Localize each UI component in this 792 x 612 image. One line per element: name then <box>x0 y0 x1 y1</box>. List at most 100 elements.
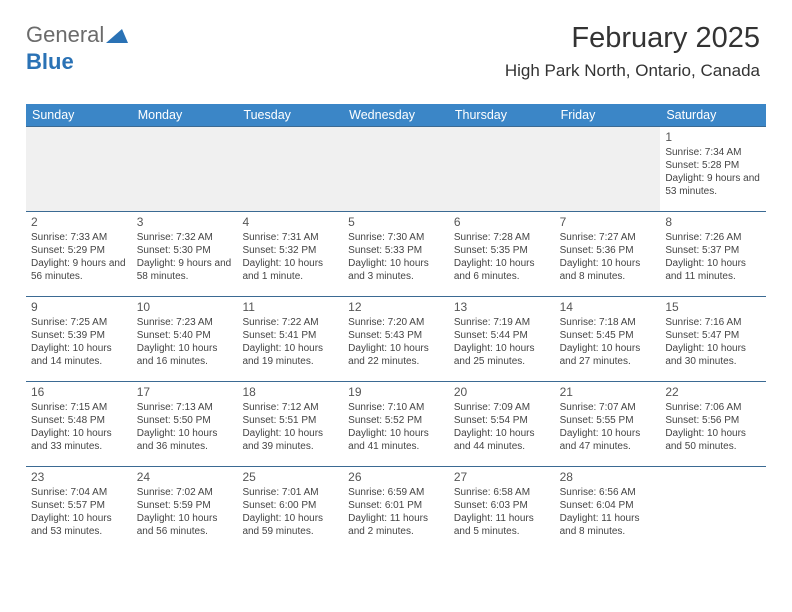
daylight-line: Daylight: 9 hours and 56 minutes. <box>31 258 127 284</box>
day-number: 21 <box>560 385 656 400</box>
sunset-line: Sunset: 5:37 PM <box>665 245 761 258</box>
day-header: Thursday <box>449 104 555 126</box>
sunrise-line: Sunrise: 7:25 AM <box>31 317 127 330</box>
daylight-line: Daylight: 10 hours and 50 minutes. <box>665 428 761 454</box>
week-row: 1 Sunrise: 7:34 AMSunset: 5:28 PMDaylight… <box>26 126 766 211</box>
daylight-line: Daylight: 10 hours and 14 minutes. <box>31 343 127 369</box>
day-number: 23 <box>31 470 127 485</box>
day-number: 15 <box>665 300 761 315</box>
daylight-line: Daylight: 9 hours and 58 minutes. <box>137 258 233 284</box>
day-number: 20 <box>454 385 550 400</box>
day-cell: 12Sunrise: 7:20 AMSunset: 5:43 PMDayligh… <box>343 297 449 381</box>
sunrise-line: Sunrise: 7:27 AM <box>560 232 656 245</box>
sunset-line: Sunset: 5:36 PM <box>560 245 656 258</box>
daylight-line: Daylight: 11 hours and 2 minutes. <box>348 513 444 539</box>
daylight-line: Daylight: 10 hours and 39 minutes. <box>242 428 338 454</box>
week-row: 23 Sunrise: 7:04 AMSunset: 5:57 PM Dayligh… <box>26 466 766 551</box>
sunrise-line: Sunrise: 7:33 AM <box>31 232 127 245</box>
sunrise-line: Sunrise: 6:56 AM <box>560 487 656 500</box>
day-cell: 8Sunrise: 7:26 AMSunset: 5:37 PMDaylight… <box>660 212 766 296</box>
daylight-line: Daylight: 10 hours and 30 minutes. <box>665 343 761 369</box>
day-header: Friday <box>555 104 661 126</box>
day-number: 10 <box>137 300 233 315</box>
sunset-line: Sunset: 5:44 PM <box>454 330 550 343</box>
daylight-line: Daylight: 10 hours and 25 minutes. <box>454 343 550 369</box>
sunset-line: Sunset: 5:57 PM <box>31 500 127 513</box>
sunrise-line: Sunrise: 7:04 AM <box>31 487 127 500</box>
day-cell: 10Sunrise: 7:23 AMSunset: 5:40 PMDayligh… <box>132 297 238 381</box>
day-number: 2 <box>31 215 127 230</box>
day-cell: 1 Sunrise: 7:34 AMSunset: 5:28 PMDaylight… <box>660 127 766 211</box>
day-number: 28 <box>560 470 656 485</box>
daylight-line: Daylight: 10 hours and 19 minutes. <box>242 343 338 369</box>
sunrise-line: Sunrise: 7:22 AM <box>242 317 338 330</box>
sunset-line: Sunset: 5:29 PM <box>31 245 127 258</box>
daylight-line: Daylight: 10 hours and 47 minutes. <box>560 428 656 454</box>
sunrise-line: Sunrise: 7:34 AM <box>665 147 761 160</box>
day-number: 26 <box>348 470 444 485</box>
sunrise-line: Sunrise: 7:06 AM <box>665 402 761 415</box>
daylight-line: Daylight: 9 hours and 53 minutes. <box>665 173 761 199</box>
logo-text-general: General <box>26 22 104 47</box>
sunrise-line: Sunrise: 7:31 AM <box>242 232 338 245</box>
day-cell <box>132 127 238 211</box>
location: High Park North, Ontario, Canada <box>505 61 760 81</box>
day-cell: 18Sunrise: 7:12 AMSunset: 5:51 PMDayligh… <box>237 382 343 466</box>
day-cell: 13Sunrise: 7:19 AMSunset: 5:44 PMDayligh… <box>449 297 555 381</box>
day-cell <box>555 127 661 211</box>
day-number: 1 <box>665 130 761 145</box>
day-header: Saturday <box>660 104 766 126</box>
daylight-line: Daylight: 10 hours and 22 minutes. <box>348 343 444 369</box>
sunset-line: Sunset: 5:40 PM <box>137 330 233 343</box>
sunrise-line: Sunrise: 7:19 AM <box>454 317 550 330</box>
sunrise-line: Sunrise: 7:10 AM <box>348 402 444 415</box>
day-number: 27 <box>454 470 550 485</box>
day-cell: 28Sunrise: 6:56 AMSunset: 6:04 PMDayligh… <box>555 467 661 551</box>
day-number: 14 <box>560 300 656 315</box>
sunset-line: Sunset: 5:41 PM <box>242 330 338 343</box>
daylight-line: Daylight: 10 hours and 41 minutes. <box>348 428 444 454</box>
day-number: 22 <box>665 385 761 400</box>
sunset-line: Sunset: 5:30 PM <box>137 245 233 258</box>
sunrise-line: Sunrise: 7:30 AM <box>348 232 444 245</box>
week-row: 9Sunrise: 7:25 AMSunset: 5:39 PMDaylight… <box>26 296 766 381</box>
sunset-line: Sunset: 5:59 PM <box>137 500 233 513</box>
day-number: 12 <box>348 300 444 315</box>
daylight-line: Daylight: 10 hours and 1 minute. <box>242 258 338 284</box>
day-cell: 11 Sunrise: 7:22 AMSunset: 5:41 PMDayligh… <box>237 297 343 381</box>
sunset-line: Sunset: 5:45 PM <box>560 330 656 343</box>
sunset-line: Sunset: 5:28 PM <box>665 160 761 173</box>
sunset-line: Sunset: 5:33 PM <box>348 245 444 258</box>
day-cell: 26Sunrise: 6:59 AMSunset: 6:01 PMDayligh… <box>343 467 449 551</box>
day-cell: 22Sunrise: 7:06 AMSunset: 5:56 PMDayligh… <box>660 382 766 466</box>
day-cell: 19Sunrise: 7:10 AMSunset: 5:52 PMDayligh… <box>343 382 449 466</box>
day-number: 18 <box>242 385 338 400</box>
sunrise-line: Sunrise: 7:07 AM <box>560 402 656 415</box>
sunrise-line: Sunrise: 7:12 AM <box>242 402 338 415</box>
sunrise-line: Sunrise: 7:20 AM <box>348 317 444 330</box>
sunrise-line: Sunrise: 7:02 AM <box>137 487 233 500</box>
day-number: 11 <box>242 300 338 315</box>
logo: General Blue <box>26 22 128 75</box>
day-number: 17 <box>137 385 233 400</box>
sunrise-line: Sunrise: 7:26 AM <box>665 232 761 245</box>
logo-text-blue: Blue <box>26 49 74 74</box>
day-header-row: Sunday Monday Tuesday Wednesday Thursday… <box>26 104 766 126</box>
daylight-line: Daylight: 10 hours and 59 minutes. <box>242 513 338 539</box>
header: February 2025 High Park North, Ontario, … <box>505 22 760 81</box>
sunset-line: Sunset: 5:54 PM <box>454 415 550 428</box>
sunrise-line: Sunrise: 7:28 AM <box>454 232 550 245</box>
sunrise-line: Sunrise: 7:01 AM <box>242 487 338 500</box>
sunset-line: Sunset: 6:04 PM <box>560 500 656 513</box>
week-row: 16Sunrise: 7:15 AMSunset: 5:48 PMDayligh… <box>26 381 766 466</box>
sunset-line: Sunset: 5:39 PM <box>31 330 127 343</box>
day-header: Monday <box>132 104 238 126</box>
weeks-container: 1Sunrise: 7:34 AMSunset: 5:28 PMDaylight… <box>26 126 766 551</box>
sunset-line: Sunset: 6:03 PM <box>454 500 550 513</box>
day-number: 5 <box>348 215 444 230</box>
sunrise-line: Sunrise: 7:13 AM <box>137 402 233 415</box>
week-row: 2Sunrise: 7:33 AMSunset: 5:29 PMDaylight… <box>26 211 766 296</box>
daylight-line: Daylight: 10 hours and 36 minutes. <box>137 428 233 454</box>
sunrise-line: Sunrise: 6:59 AM <box>348 487 444 500</box>
day-cell <box>343 127 449 211</box>
